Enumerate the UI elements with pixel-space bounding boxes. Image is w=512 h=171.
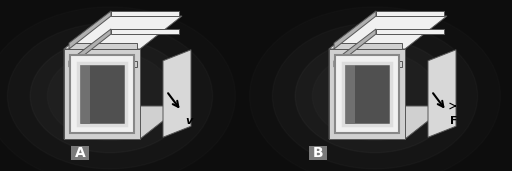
Polygon shape <box>64 16 106 139</box>
Text: v: v <box>185 116 193 126</box>
Ellipse shape <box>7 23 212 169</box>
Bar <box>71 146 89 160</box>
Polygon shape <box>343 63 391 125</box>
Ellipse shape <box>250 7 500 171</box>
Polygon shape <box>329 16 371 139</box>
Polygon shape <box>334 43 402 49</box>
Polygon shape <box>69 29 111 67</box>
Ellipse shape <box>30 39 190 153</box>
Polygon shape <box>329 16 447 49</box>
Polygon shape <box>69 43 137 49</box>
Polygon shape <box>111 11 179 16</box>
Polygon shape <box>428 50 456 137</box>
Polygon shape <box>163 50 191 137</box>
Polygon shape <box>335 55 399 133</box>
Polygon shape <box>329 106 447 139</box>
Polygon shape <box>78 63 126 125</box>
Text: B: B <box>313 146 323 160</box>
Polygon shape <box>80 65 90 123</box>
Polygon shape <box>345 65 355 123</box>
Bar <box>309 146 327 160</box>
Polygon shape <box>376 11 444 16</box>
Ellipse shape <box>312 51 438 141</box>
Ellipse shape <box>0 7 236 171</box>
Text: A: A <box>75 146 86 160</box>
Polygon shape <box>64 16 182 49</box>
Polygon shape <box>69 11 111 49</box>
Polygon shape <box>334 11 376 49</box>
Polygon shape <box>70 55 134 133</box>
Ellipse shape <box>295 39 455 153</box>
Polygon shape <box>111 29 179 34</box>
Polygon shape <box>334 61 402 67</box>
Ellipse shape <box>47 51 173 141</box>
Polygon shape <box>64 106 182 139</box>
Polygon shape <box>69 61 137 67</box>
Polygon shape <box>376 29 444 34</box>
Text: F: F <box>451 116 458 126</box>
Ellipse shape <box>272 23 478 169</box>
Polygon shape <box>334 29 376 67</box>
Polygon shape <box>329 49 405 139</box>
Polygon shape <box>64 49 140 139</box>
